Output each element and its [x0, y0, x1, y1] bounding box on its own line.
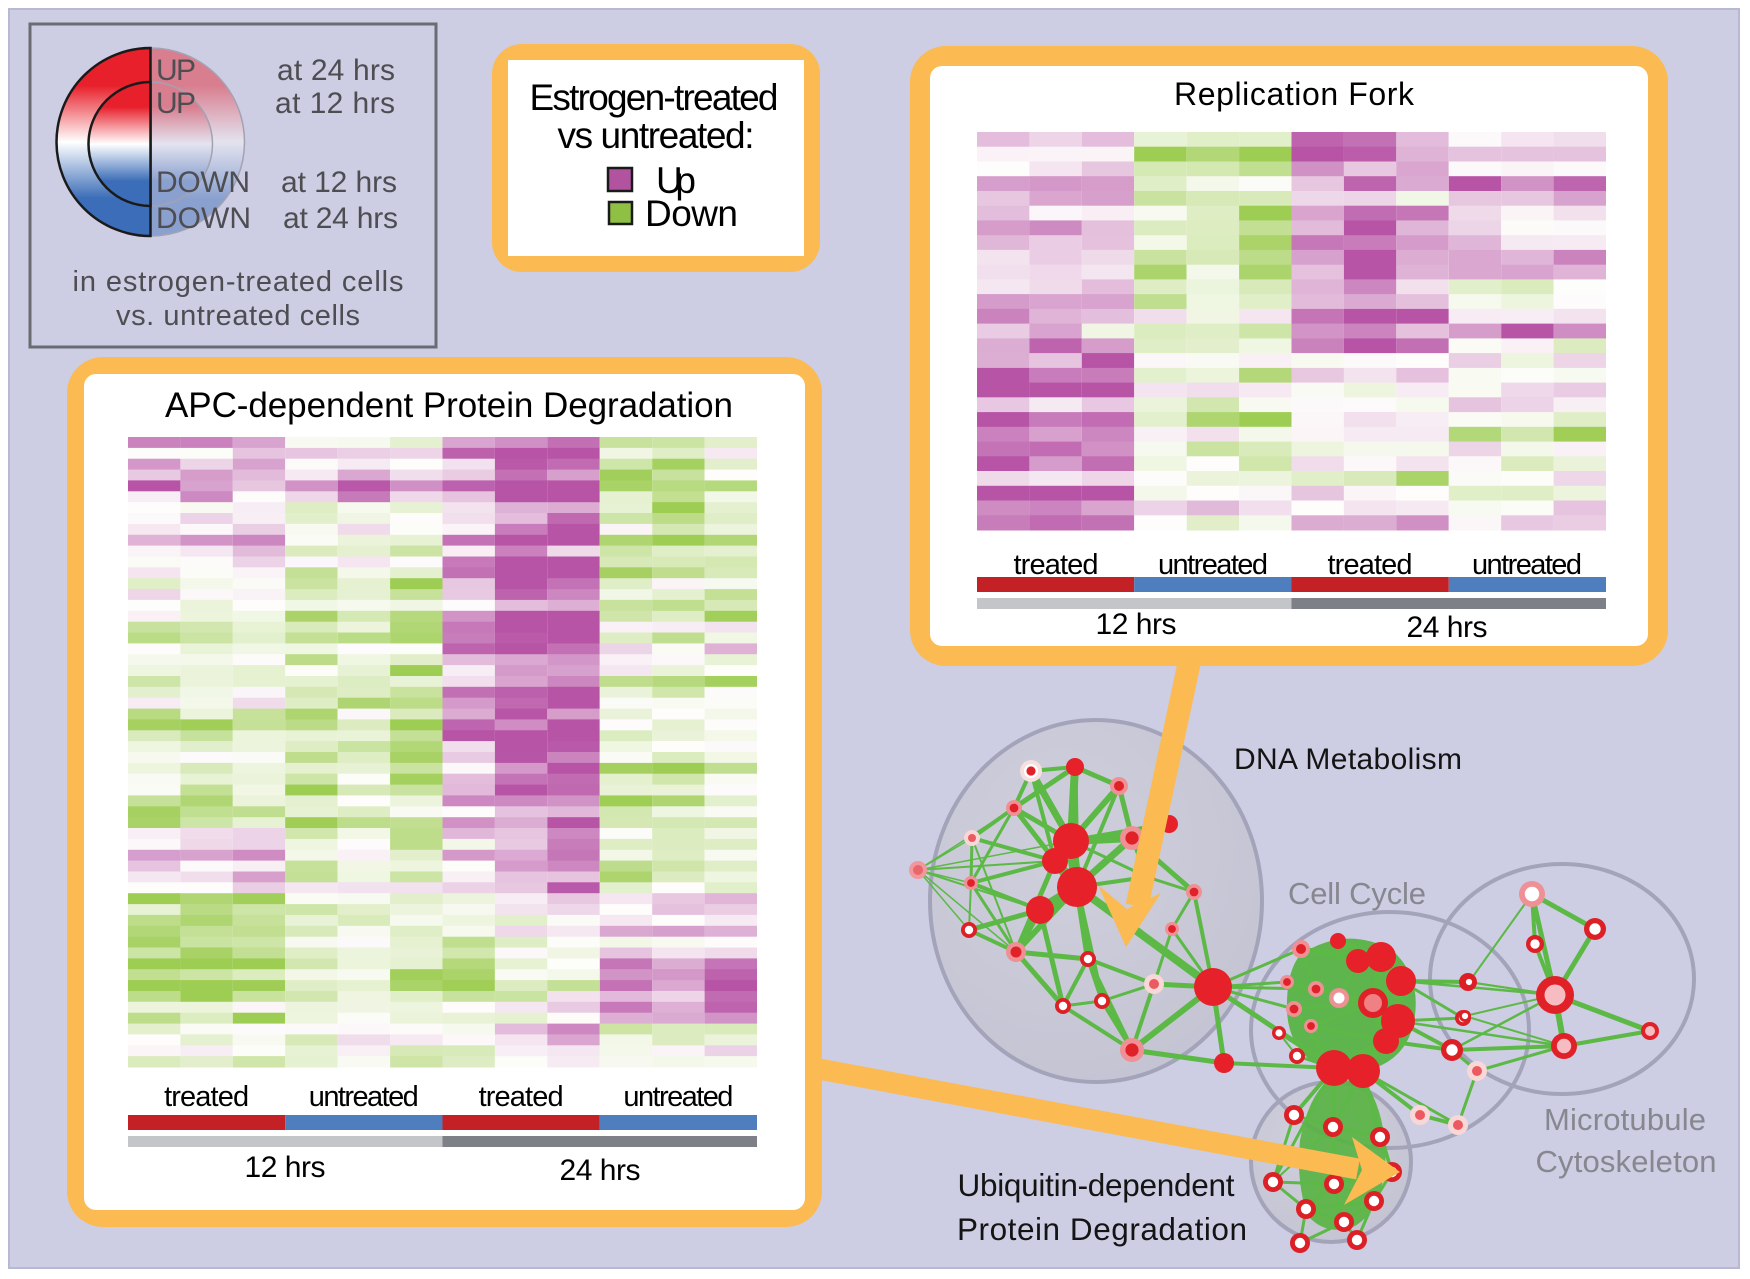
svg-text:UP: UP	[156, 54, 196, 87]
svg-text:12 hrs: 12 hrs	[245, 1151, 326, 1184]
svg-text:at 12 hrs: at 12 hrs	[275, 87, 395, 120]
svg-text:DNA Metabolism: DNA Metabolism	[1234, 743, 1462, 776]
svg-text:untreated: untreated	[1158, 549, 1268, 581]
svg-text:at 24 hrs: at 24 hrs	[283, 202, 398, 235]
svg-text:12 hrs: 12 hrs	[1096, 608, 1177, 641]
svg-text:vs. untreated cells: vs. untreated cells	[116, 300, 360, 332]
svg-text:in estrogen-treated cells: in estrogen-treated cells	[73, 266, 404, 298]
svg-text:APC-dependent Protein Degradat: APC-dependent Protein Degradation	[165, 386, 733, 425]
svg-text:treated: treated	[1328, 549, 1413, 581]
svg-text:24 hrs: 24 hrs	[560, 1154, 641, 1187]
svg-text:Ubiquitin-dependent: Ubiquitin-dependent	[958, 1167, 1235, 1203]
svg-text:24 hrs: 24 hrs	[1407, 611, 1488, 644]
svg-text:Cytoskeleton: Cytoskeleton	[1536, 1144, 1717, 1179]
svg-text:UP: UP	[156, 87, 196, 120]
svg-text:at 12 hrs: at 12 hrs	[281, 166, 397, 199]
svg-text:Cell Cycle: Cell Cycle	[1288, 876, 1426, 911]
svg-text:Replication Fork: Replication Fork	[1174, 76, 1415, 112]
svg-text:vs untreated:: vs untreated:	[558, 115, 755, 156]
svg-text:treated: treated	[1014, 549, 1099, 581]
svg-text:untreated: untreated	[309, 1081, 419, 1113]
svg-text:Microtubule: Microtubule	[1544, 1102, 1706, 1137]
svg-text:treated: treated	[479, 1081, 564, 1113]
svg-text:untreated: untreated	[1472, 549, 1582, 581]
svg-text:Estrogen-treated: Estrogen-treated	[530, 77, 779, 118]
svg-text:DOWN: DOWN	[156, 202, 251, 235]
svg-text:untreated: untreated	[623, 1081, 733, 1113]
svg-text:at 24 hrs: at 24 hrs	[277, 54, 395, 87]
svg-text:Protein Degradation: Protein Degradation	[957, 1211, 1247, 1247]
svg-text:DOWN: DOWN	[156, 166, 250, 199]
svg-text:Up: Up	[656, 160, 696, 201]
svg-text:Down: Down	[645, 193, 738, 234]
svg-text:treated: treated	[164, 1081, 249, 1113]
